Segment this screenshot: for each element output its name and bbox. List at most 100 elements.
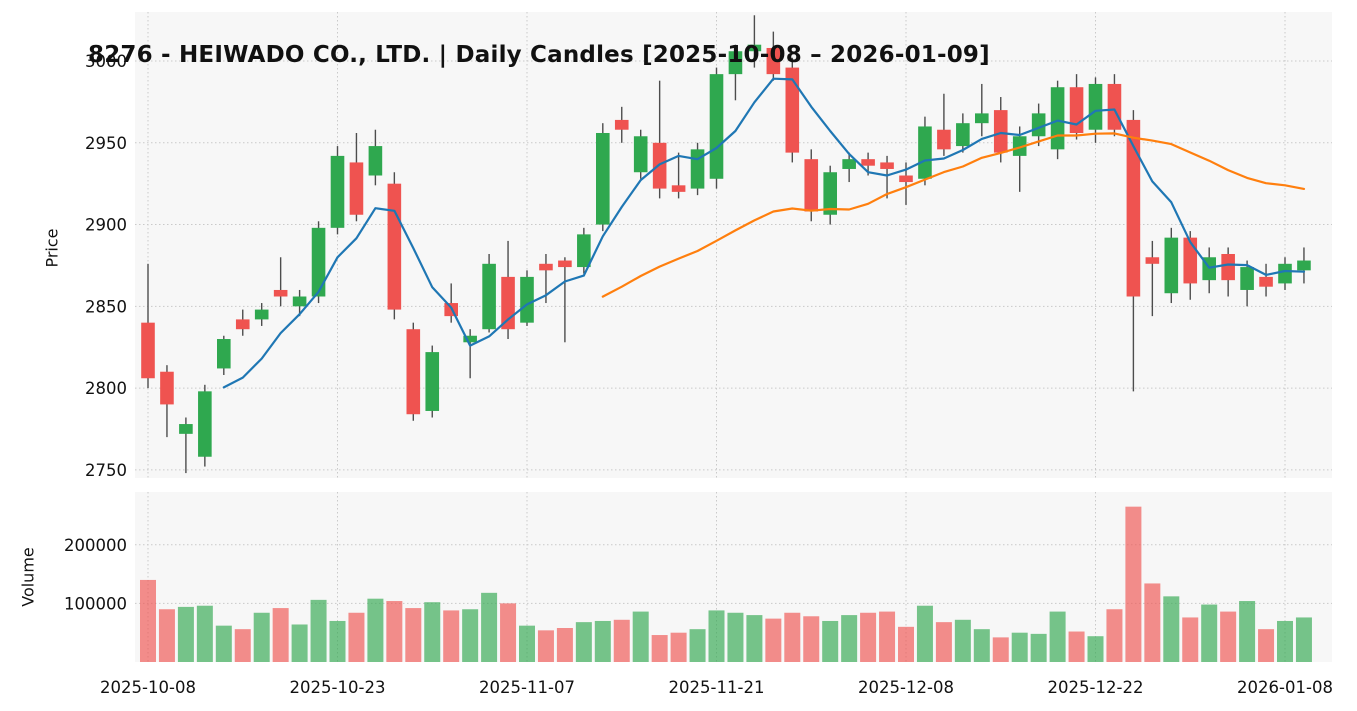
panel-backgrounds <box>135 12 1332 662</box>
volume-bar <box>860 612 877 662</box>
volume-bar <box>1201 604 1218 662</box>
candle-body <box>804 159 819 212</box>
volume-tick-label: 100000 <box>64 594 127 613</box>
candle-body <box>235 319 250 330</box>
candle-body <box>975 113 989 124</box>
volume-bar <box>1258 629 1275 662</box>
volume-bar <box>1049 611 1066 662</box>
volume-bar <box>954 619 971 662</box>
volume-bar <box>898 626 914 662</box>
volume-bar <box>348 612 365 662</box>
volume-bar <box>594 620 611 662</box>
price-tick-label: 2850 <box>85 297 127 316</box>
candle-body <box>501 276 515 330</box>
candle-body <box>577 234 591 268</box>
volume-bar <box>177 606 194 662</box>
candle-body <box>899 175 913 183</box>
candle-body <box>406 329 421 415</box>
volume-bar <box>367 598 384 662</box>
candle-body <box>179 424 193 434</box>
tick-labels: 2750 2800 2850 2900 2950 3000 100000 200000 2025… <box>64 52 1333 697</box>
candle-body <box>1012 136 1027 156</box>
chart-title: 8276 - HEIWADO CO., LTD. | Daily Candles… <box>88 42 990 68</box>
volume-bars <box>140 506 1312 662</box>
volume-bar <box>424 602 441 662</box>
x-tick-label: 2025-11-07 <box>479 678 575 697</box>
volume-bar <box>556 628 573 662</box>
candle-body <box>633 136 648 173</box>
candle-body <box>596 132 610 225</box>
volume-axis-label: Volume <box>18 547 38 607</box>
volume-bar <box>822 620 839 662</box>
candle-body <box>671 185 686 192</box>
volume-bar <box>765 618 782 662</box>
candle-body <box>728 51 743 75</box>
volume-bar <box>1239 601 1256 662</box>
price-axis-label: Price <box>42 228 62 268</box>
volume-bar <box>1220 611 1237 662</box>
volume-bar <box>1068 631 1085 662</box>
candle-body <box>614 119 629 130</box>
volume-bar <box>291 624 308 662</box>
candle-body <box>482 263 496 330</box>
volume-bar <box>575 622 592 662</box>
volume-bar <box>462 609 479 662</box>
volume-bar <box>253 612 270 662</box>
volume-bar <box>215 625 232 662</box>
volume-bar <box>651 635 668 662</box>
volume-bar <box>1144 583 1161 662</box>
candle-body <box>198 391 212 457</box>
candle-body <box>1183 237 1198 284</box>
volume-bar <box>158 609 175 662</box>
candle-body <box>823 172 837 215</box>
x-tick-label: 2025-11-21 <box>669 678 765 697</box>
candle-body <box>292 296 307 307</box>
price-tick-label: 3000 <box>85 52 127 71</box>
price-tick-label: 2750 <box>85 461 127 480</box>
candle-body <box>1088 83 1103 130</box>
candle-body <box>1240 267 1254 290</box>
volume-bar <box>613 619 630 662</box>
candle-body <box>1050 87 1065 150</box>
candle-body <box>349 162 364 215</box>
volume-bar <box>689 629 706 662</box>
ma25-line <box>601 132 1306 298</box>
volume-bar <box>935 622 952 662</box>
price-tick-label: 2950 <box>85 134 127 153</box>
candle-body <box>842 159 856 169</box>
volume-bar <box>537 630 554 662</box>
price-tick-label: 2800 <box>85 379 127 398</box>
candle-body <box>254 309 269 320</box>
volume-bar <box>632 611 649 662</box>
candle-body <box>539 263 553 271</box>
candle-body <box>141 322 155 379</box>
candle-body <box>387 183 402 310</box>
candle-body <box>1259 276 1273 287</box>
candle-body <box>785 67 800 153</box>
volume-bar <box>1030 633 1047 662</box>
x-tick-label: 2025-12-08 <box>858 678 954 697</box>
volume-bar <box>746 615 763 662</box>
candle-body <box>861 159 875 166</box>
candle-body <box>1126 119 1141 297</box>
volume-bar <box>1182 617 1199 662</box>
volume-bar <box>500 603 517 662</box>
candle-body <box>330 155 345 228</box>
candle-body <box>937 129 951 150</box>
candle-body <box>463 335 477 343</box>
volume-bar <box>727 612 744 662</box>
candle-body <box>918 126 932 179</box>
volume-bar <box>784 612 801 662</box>
volume-bar <box>405 608 422 662</box>
volume-bar <box>1163 596 1180 662</box>
candle-body <box>311 227 326 297</box>
volume-tick-label: 200000 <box>64 536 127 555</box>
candle-body <box>747 44 762 52</box>
candle-body <box>956 123 970 147</box>
price-tick-label: 2900 <box>85 216 127 235</box>
candle-body <box>1221 253 1235 281</box>
volume-bar <box>1087 636 1104 662</box>
volume-bar <box>1295 617 1312 662</box>
volume-bar <box>519 625 535 662</box>
